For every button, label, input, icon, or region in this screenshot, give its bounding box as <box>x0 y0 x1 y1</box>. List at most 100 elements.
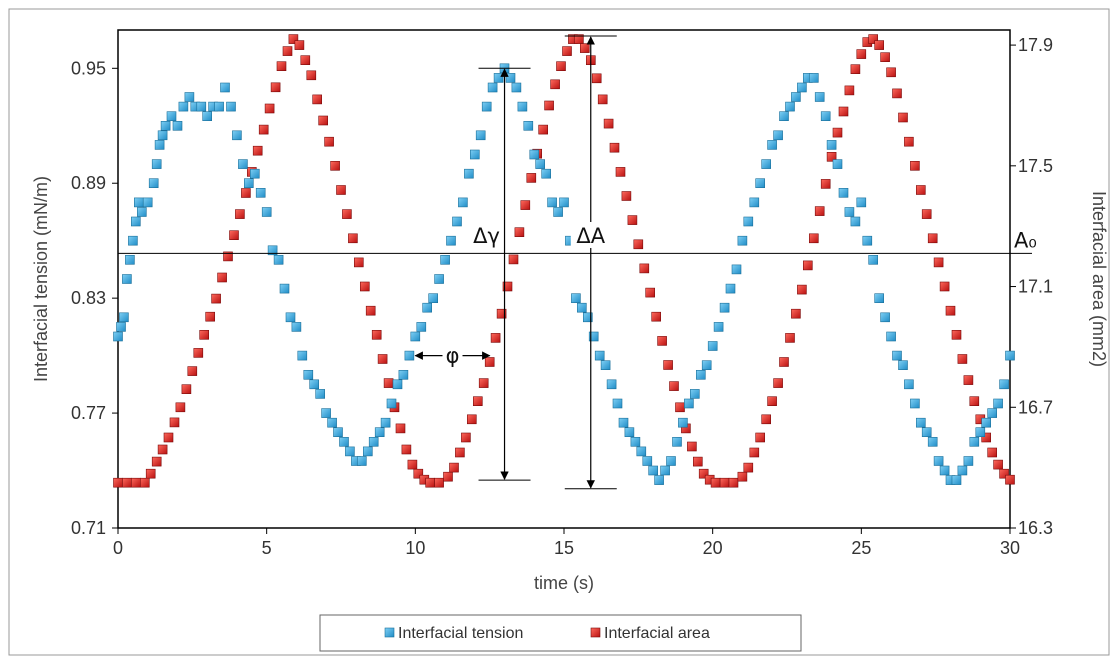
area-point <box>692 456 703 467</box>
tension-point <box>151 159 162 169</box>
area-point <box>330 161 340 171</box>
area-point <box>407 459 418 470</box>
tension-point <box>416 322 427 332</box>
tension-point <box>285 312 296 323</box>
tension-point <box>529 149 540 160</box>
tension-point <box>250 168 260 179</box>
tension-point <box>273 255 284 265</box>
area-point <box>838 106 849 117</box>
area-point <box>645 287 656 298</box>
tension-point <box>374 427 385 438</box>
area-point <box>999 468 1009 479</box>
area-point <box>743 462 754 473</box>
area-point <box>910 161 920 171</box>
tension-point <box>452 216 462 227</box>
tension-point <box>904 379 914 390</box>
tension-point <box>636 446 647 457</box>
series-interfacial-area <box>113 34 1015 488</box>
tension-point <box>892 350 902 361</box>
area-point <box>449 462 459 473</box>
tension-point <box>898 360 908 371</box>
area-point <box>235 209 245 219</box>
area-point <box>342 209 352 219</box>
area-point <box>336 185 346 195</box>
area-point <box>252 145 263 156</box>
tension-point <box>125 255 135 265</box>
tension-point <box>559 197 569 208</box>
y-left-tick-label: 0.77 <box>71 403 106 423</box>
area-point <box>264 103 275 114</box>
area-point <box>223 251 233 262</box>
tension-point <box>116 322 126 332</box>
tension-point <box>356 456 367 466</box>
legend-label-interfacial-area: Interfacial area <box>604 625 710 642</box>
area-point <box>556 61 566 72</box>
tension-point <box>915 417 926 428</box>
area-point <box>609 142 620 153</box>
tension-point <box>160 121 171 131</box>
area-point <box>472 396 483 407</box>
area-point <box>318 115 329 126</box>
tension-point <box>832 159 843 169</box>
tension-point <box>618 417 629 428</box>
tension-point <box>380 417 391 428</box>
area-point <box>359 281 370 292</box>
area-point <box>157 444 168 455</box>
tension-point <box>428 293 439 304</box>
area-point <box>945 305 956 316</box>
series-interfacial-tension <box>113 63 1015 485</box>
area-point <box>710 477 721 488</box>
tension-point <box>612 398 623 409</box>
area-point <box>761 414 772 425</box>
area-point <box>892 88 902 99</box>
baseline-label: A₀ <box>1014 228 1037 252</box>
tension-point <box>761 159 772 169</box>
tension-point <box>576 302 587 313</box>
tension-point <box>701 360 712 371</box>
tension-point <box>157 130 168 141</box>
tension-point <box>1005 350 1015 361</box>
tension-point <box>993 398 1003 409</box>
area-point <box>802 260 813 271</box>
tension-point <box>119 312 129 323</box>
tension-point <box>142 197 153 208</box>
tension-point <box>719 302 730 313</box>
y-right-tick-label: 17.1 <box>1018 277 1053 297</box>
area-point <box>140 477 150 488</box>
tension-point <box>523 121 534 131</box>
area-point <box>969 396 980 407</box>
x-tick-label: 20 <box>703 538 723 558</box>
tension-point <box>654 475 664 485</box>
area-point <box>749 447 760 458</box>
tension-point <box>493 73 504 83</box>
y-axis-left: 0.71 0.77 0.83 0.89 0.95 <box>71 58 118 538</box>
tension-point <box>255 188 266 198</box>
tension-point <box>731 264 742 275</box>
tension-point <box>791 92 801 102</box>
tension-point <box>220 82 230 93</box>
tension-point <box>541 168 552 179</box>
tension-point <box>279 283 290 294</box>
tension-point <box>743 216 754 227</box>
tension-point <box>880 312 890 323</box>
tension-point <box>820 111 831 121</box>
tension-point <box>202 111 212 121</box>
tension-point <box>689 389 700 399</box>
area-point <box>365 305 376 316</box>
area-point <box>657 336 667 346</box>
tension-point <box>487 82 498 93</box>
area-point <box>306 70 317 81</box>
tension-point <box>475 130 486 141</box>
x-axis-label: time (s) <box>534 573 594 593</box>
area-point <box>145 468 156 479</box>
area-point <box>122 477 132 488</box>
area-point <box>850 64 861 74</box>
area-point <box>574 34 584 44</box>
phase-label-bg <box>442 343 463 368</box>
tension-point <box>469 149 480 160</box>
tension-point <box>808 73 819 83</box>
tension-point <box>297 350 308 361</box>
tension-point <box>755 178 766 188</box>
tension-point <box>137 207 147 217</box>
area-point <box>241 188 251 198</box>
